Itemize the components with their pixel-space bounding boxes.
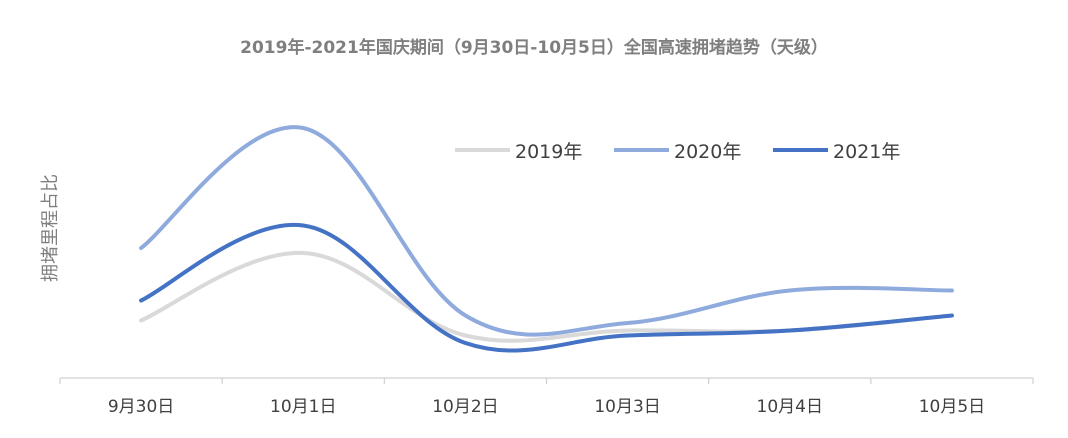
legend-label-2: 2021年 (833, 141, 900, 163)
series-lines (139, 125, 954, 353)
series-line-2 (139, 222, 954, 353)
chart-title: 2019年-2021年国庆期间（9月30日-10月5日）全国高速拥堵趋势（天级） (240, 37, 828, 58)
x-tick-label: 10月2日 (432, 397, 498, 417)
x-axis: 9月30日 10月1日 10月2日 10月3日 10月4日 10月5日 (59, 377, 1034, 417)
x-tick-label: 9月30日 (108, 397, 174, 417)
x-tick-label: 10月5日 (919, 397, 985, 417)
x-tick-label: 10月3日 (594, 397, 660, 417)
legend-label-1: 2020年 (674, 141, 741, 163)
x-tick-label: 10月1日 (270, 397, 336, 417)
legend: 2019年 2020年 2021年 (455, 141, 900, 163)
legend-label-0: 2019年 (515, 141, 582, 163)
series-line-1 (139, 125, 954, 337)
y-axis-label: 拥堵里程占比 (40, 174, 61, 282)
x-tick-label: 10月4日 (757, 397, 823, 417)
